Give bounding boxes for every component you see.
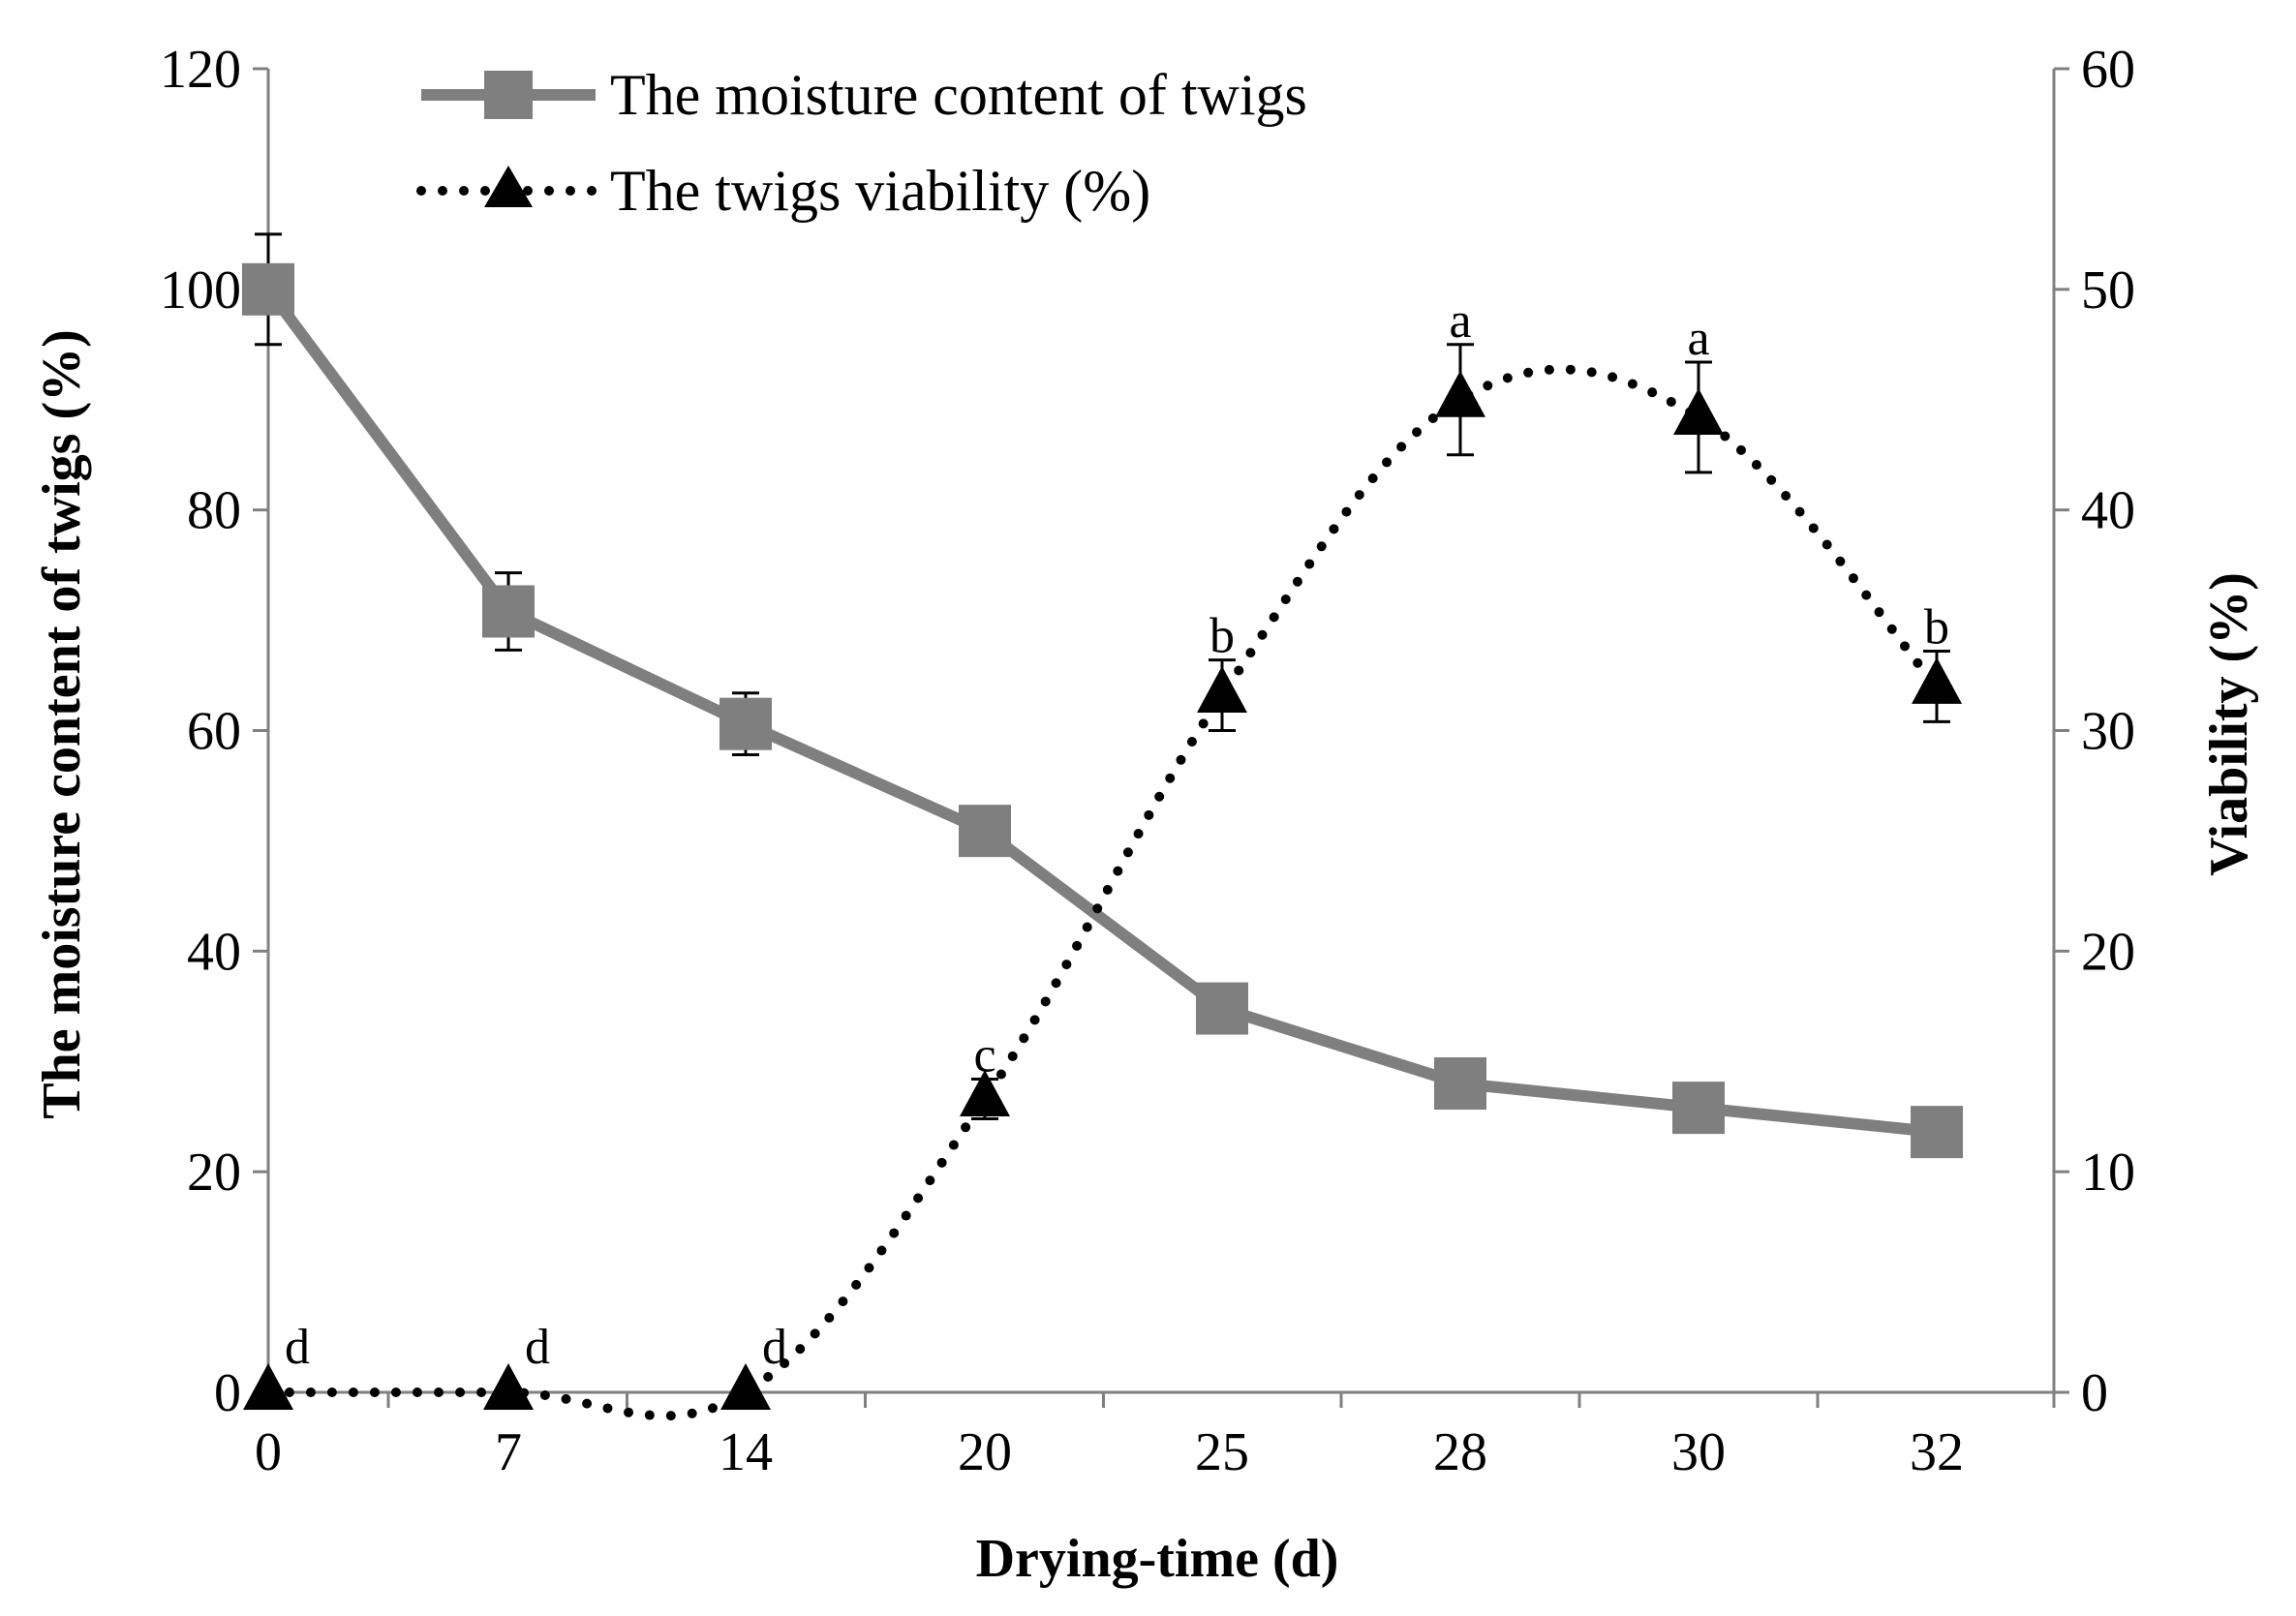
moisture-point — [1672, 1082, 1725, 1135]
x-tick-label: 30 — [1671, 1422, 1726, 1482]
significance-label: a — [1687, 311, 1709, 366]
x-tick-label: 28 — [1433, 1422, 1487, 1482]
viability-point — [483, 1363, 534, 1410]
y-left-tick-label: 20 — [187, 1143, 241, 1203]
y-left-tick-label: 60 — [187, 702, 241, 762]
x-tick-label: 14 — [719, 1422, 773, 1482]
viability-point — [720, 1363, 771, 1410]
significance-label: d — [525, 1320, 550, 1375]
significance-label: b — [1924, 599, 1949, 655]
viability-point — [1197, 666, 1247, 714]
moisture-point — [242, 262, 294, 316]
viability-point — [960, 1069, 1010, 1116]
y-right-tick-label: 40 — [2081, 481, 2135, 541]
y-right-tick-label: 10 — [2081, 1143, 2135, 1203]
legend-marker-moisture — [484, 71, 533, 119]
y-right-tick-label: 30 — [2081, 702, 2135, 762]
x-axis-title: Drying-time (d) — [976, 1529, 1339, 1589]
moisture-point — [959, 805, 1011, 858]
moisture-point — [1434, 1057, 1486, 1111]
y-axis-left-title: The moisture content of twigs (%) — [32, 329, 92, 1119]
y-axis-right-title: Viability (%) — [2199, 572, 2259, 876]
viability-point — [1673, 387, 1724, 435]
significance-label: a — [1449, 293, 1471, 349]
significance-label: c — [973, 1027, 995, 1082]
moisture-point — [482, 585, 535, 638]
moisture-point — [1196, 982, 1248, 1035]
legend: The moisture content of twigs The twigs … — [416, 63, 1307, 223]
moisture-point — [1911, 1106, 1963, 1159]
x-tick-label: 0 — [255, 1422, 282, 1482]
y-right-tick-label: 20 — [2081, 922, 2135, 982]
labels: 0 20 40 60 80 100 120 0 10 20 30 40 50 60 0 7 14 20 25 28 30… — [160, 40, 2135, 1482]
significance-label: b — [1209, 609, 1235, 664]
y-right-tick-label: 50 — [2081, 260, 2135, 320]
x-tick-label: 20 — [958, 1422, 1012, 1482]
y-right-tick-label: 0 — [2081, 1363, 2108, 1423]
x-tick-label: 7 — [495, 1422, 522, 1482]
legend-marker-viability — [484, 166, 533, 207]
x-tick-label: 32 — [1910, 1422, 1964, 1482]
significance-label: d — [762, 1320, 787, 1375]
viability-line — [263, 364, 1942, 1421]
plot-area — [242, 232, 1963, 1421]
viability-point — [243, 1363, 293, 1410]
y-left-tick-label: 0 — [214, 1363, 241, 1423]
legend-label-viability: The twigs viability (%) — [610, 159, 1150, 223]
y-left-tick-label: 40 — [187, 922, 241, 982]
moisture-point — [719, 697, 772, 750]
legend-label-moisture: The moisture content of twigs — [610, 63, 1307, 127]
viability-point — [1912, 656, 1962, 704]
y-left-tick-label: 100 — [160, 260, 241, 320]
x-tick-label: 25 — [1195, 1422, 1249, 1482]
y-left-tick-label: 80 — [187, 481, 241, 541]
y-left-tick-label: 120 — [160, 40, 241, 100]
significance-label: d — [285, 1320, 310, 1375]
viability-point — [1435, 370, 1485, 417]
axes — [253, 67, 2069, 1408]
moisture-line — [263, 286, 1938, 1139]
y-right-tick-label: 60 — [2081, 40, 2135, 100]
